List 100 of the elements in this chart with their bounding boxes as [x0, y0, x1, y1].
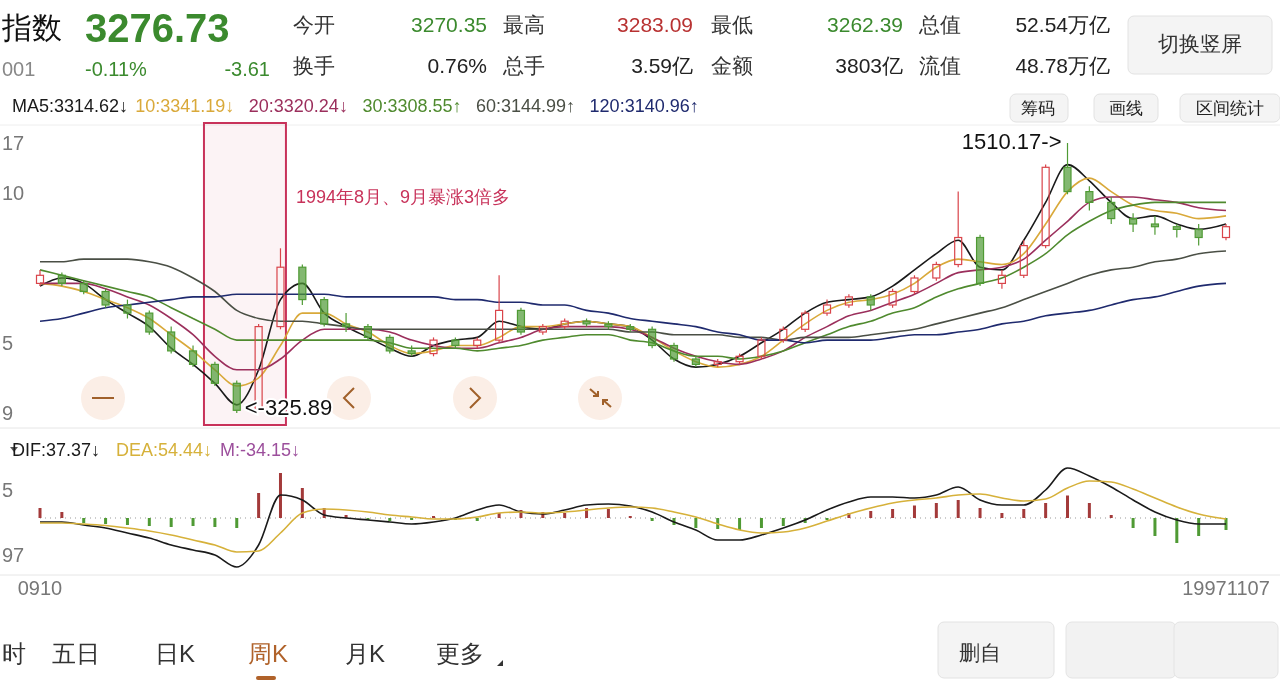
bar [278, 473, 282, 518]
text: 10:3341.19↓ [135, 96, 235, 116]
text: 3262.39 [827, 13, 903, 36]
text: 更多 [436, 640, 484, 667]
candlestick [844, 293, 853, 309]
text: DIF:37.37↓ [12, 440, 101, 460]
text: 指数 [1, 11, 62, 44]
text: 总手 [502, 54, 545, 77]
bar [869, 511, 873, 518]
bar [1087, 503, 1091, 518]
candlestick [975, 234, 985, 287]
text: 9 [2, 402, 14, 424]
text: 时 [2, 640, 26, 667]
text: -3.61 [224, 58, 270, 80]
bar [891, 509, 895, 518]
x-tick-label: 0910 [17, 577, 63, 599]
bar [38, 508, 42, 518]
bar [563, 513, 567, 518]
text: 97 [2, 544, 25, 566]
bar [191, 518, 195, 526]
text: MA5:3314.62↓ [12, 96, 129, 116]
annotation: 1510.17-> [961, 129, 1062, 154]
bar [169, 518, 173, 527]
text: 最高 [503, 13, 545, 36]
bar [1109, 515, 1113, 518]
text: 60:3144.99↑ [476, 96, 576, 116]
text: 切换竖屏 [1158, 32, 1242, 55]
candlestick [648, 326, 657, 349]
text: 48.78万亿 [1015, 54, 1110, 77]
text: 月K [345, 640, 386, 667]
text: 3270.35 [411, 13, 487, 36]
text: 0.76% [427, 54, 487, 77]
text: 5 [2, 332, 14, 354]
bar [759, 518, 763, 528]
bar [978, 508, 982, 518]
bar [475, 518, 479, 521]
text: 3276.73 [85, 6, 230, 50]
text: 最低 [711, 13, 753, 36]
bar [694, 518, 698, 528]
text: 3283.09 [617, 13, 693, 36]
candlestick [1128, 212, 1138, 233]
text: 流值 [919, 54, 961, 77]
bar [650, 518, 654, 521]
candlestick [210, 361, 219, 387]
bar [147, 518, 151, 526]
bar [934, 503, 938, 518]
bar [1022, 509, 1026, 518]
candlestick [35, 269, 45, 287]
text: 换手 [293, 54, 335, 77]
series-label: M:-34.15↓ [220, 440, 301, 460]
text: 52.54万亿 [1015, 13, 1110, 36]
bar [388, 518, 392, 521]
text: 今开 [293, 13, 335, 36]
bar [781, 518, 785, 526]
candlestick [691, 355, 700, 368]
text: 日K [155, 640, 196, 667]
bar [1000, 513, 1004, 518]
bar [956, 500, 960, 518]
text: 筹码 [1021, 99, 1055, 118]
bar [125, 518, 129, 525]
text: 5 [2, 479, 14, 501]
bar [1131, 518, 1135, 528]
bar [257, 493, 261, 518]
candlestick [363, 323, 373, 341]
bar [606, 509, 610, 518]
text: 17 [2, 132, 25, 154]
text: 周K [248, 640, 289, 667]
text: 删自 [959, 641, 1001, 664]
bar [912, 505, 916, 518]
bar [1153, 518, 1157, 536]
bar [104, 518, 108, 524]
bar [1175, 518, 1179, 543]
text: 20:3320.24↓ [248, 96, 348, 116]
candlestick [1150, 215, 1160, 236]
candlestick [822, 299, 832, 317]
text: 30:3308.55↑ [362, 96, 462, 116]
candlestick [188, 344, 198, 368]
candlestick [495, 274, 504, 344]
text: -0.11% [85, 58, 148, 80]
bar [1066, 495, 1069, 518]
band-label: 1994年8月、9月暴涨3倍多 [295, 187, 511, 207]
bar [213, 518, 217, 527]
text: 区间统计 [1196, 99, 1264, 118]
text: 10 [2, 182, 25, 204]
text: 3803亿 [835, 54, 903, 77]
bar [738, 518, 742, 530]
bar [235, 518, 239, 528]
text: DEA:54.44↓ [116, 440, 213, 460]
candlestick [669, 342, 679, 363]
candlestick [341, 312, 351, 333]
bar [1044, 503, 1048, 518]
text: 金额 [711, 54, 753, 77]
text: 120:3140.96↑ [589, 96, 699, 116]
bar [82, 518, 86, 523]
candlestick [57, 272, 66, 287]
text: 画线 [1109, 99, 1143, 118]
candlestick [997, 269, 1007, 290]
text: 五日 [52, 640, 100, 667]
text: 总值 [918, 13, 961, 36]
text: 3.59亿 [631, 54, 693, 77]
